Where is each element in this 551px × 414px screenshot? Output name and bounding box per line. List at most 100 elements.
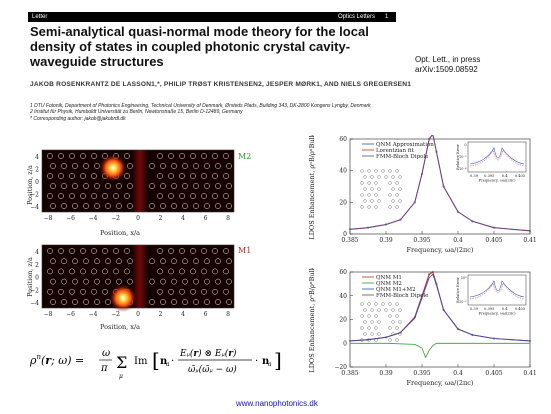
- fmm-point: [413, 316, 416, 319]
- air-hole: [127, 203, 133, 209]
- affiliation: * Corresponding author: jakob@jakobrdl.d…: [30, 115, 126, 122]
- air-hole: [102, 248, 108, 254]
- air-hole: [212, 288, 218, 295]
- x-tick-label: 0: [136, 311, 140, 318]
- x-tick-label: 0.395: [413, 237, 430, 244]
- air-hole: [102, 268, 108, 275]
- schematic-hole: [391, 332, 395, 336]
- air-hole: [226, 299, 232, 305]
- svg-text:]: ]: [274, 348, 282, 372]
- x-axis-label: Position, x/a: [100, 229, 140, 237]
- air-hole: [80, 173, 86, 179]
- air-hole: [204, 278, 210, 285]
- air-hole: [193, 299, 199, 305]
- x-tick-label: 0: [136, 215, 140, 222]
- air-hole: [127, 163, 133, 169]
- schematic-hole: [388, 338, 392, 342]
- schematic-hole: [374, 181, 378, 185]
- y-axis-label: LDOS Enhancement, ρⁿB/ρⁿBulk: [308, 135, 316, 240]
- inset-x-tick: 0.4: [502, 307, 508, 311]
- svg-text:n: n: [160, 356, 168, 367]
- air-hole: [83, 183, 89, 189]
- x-tick-label: −6: [66, 311, 75, 318]
- y-tick-label: 4: [35, 249, 39, 256]
- schematic-hole: [377, 187, 381, 191]
- air-hole: [201, 268, 207, 275]
- air-hole: [226, 258, 232, 265]
- air-hole: [83, 163, 89, 169]
- schematic-hole: [370, 175, 374, 179]
- schematic-hole: [367, 338, 371, 342]
- schematic-hole: [363, 332, 367, 336]
- schematic-hole: [374, 205, 378, 209]
- air-hole: [179, 268, 185, 275]
- series-line: [349, 135, 531, 232]
- air-hole: [201, 173, 207, 179]
- y-axis-label: Position, z/a: [26, 165, 34, 205]
- air-hole: [171, 299, 177, 305]
- footer-url[interactable]: www.nanophotonics.dk: [236, 399, 318, 408]
- schematic-hole: [374, 302, 378, 306]
- inset-y-tick: 10⁻⁴: [459, 167, 467, 171]
- inset-x-tick: 0.395: [484, 174, 495, 178]
- schematic-hole: [370, 332, 374, 336]
- affiliation: 1 DTU Fotonik, Department of Photonics E…: [30, 103, 371, 109]
- inset-x-tick: 0.39: [470, 307, 479, 311]
- air-hole: [91, 153, 97, 159]
- x-tick-label: 0.39: [379, 237, 393, 244]
- air-hole: [226, 278, 232, 285]
- x-tick-label: 2: [159, 215, 163, 222]
- journal-tag: Letter: [32, 14, 48, 20]
- fmm-point: [471, 220, 474, 223]
- author-list: JAKOB ROSENKRANTZ DE LASSON1,*, PHILIP T…: [30, 81, 412, 88]
- air-hole: [212, 193, 218, 199]
- air-hole: [80, 153, 86, 159]
- schematic-hole: [370, 320, 374, 324]
- air-hole: [94, 183, 100, 189]
- fmm-point: [413, 201, 416, 204]
- air-hole: [94, 258, 100, 265]
- air-hole: [204, 299, 210, 305]
- mode-label-m1: M1: [238, 246, 251, 255]
- field-map-m2: [41, 149, 235, 213]
- air-hole: [193, 258, 199, 265]
- inset-line: [469, 147, 525, 165]
- air-hole: [160, 299, 166, 305]
- affiliations: 1 DTU Fotonik, Department of Photonics E…: [30, 103, 410, 122]
- air-hole: [149, 278, 155, 285]
- air-hole: [69, 268, 75, 275]
- air-hole: [50, 203, 56, 209]
- air-hole: [215, 299, 221, 305]
- svg-text:ρn(r; ω) =: ρn(r; ω) =: [30, 353, 84, 367]
- air-hole: [83, 203, 89, 209]
- schematic-hole: [377, 332, 381, 336]
- air-hole: [69, 288, 75, 295]
- fmm-point: [471, 333, 474, 337]
- air-hole: [204, 163, 210, 169]
- air-hole: [190, 193, 196, 199]
- y-tick-label: 40: [339, 293, 347, 300]
- schematic-hole: [374, 314, 378, 318]
- inset-x-tick: 0.405: [515, 174, 526, 178]
- schematic-hole: [360, 181, 364, 185]
- y-tick-label: 0: [343, 340, 347, 347]
- air-hole: [113, 268, 119, 275]
- svg-text:·: ·: [171, 356, 174, 367]
- inset-x-label: Frequency, ωa/(2πc): [479, 312, 517, 316]
- schematic-hole: [395, 169, 399, 173]
- air-hole: [223, 173, 229, 179]
- schematic-hole: [367, 169, 371, 173]
- x-tick-label: 0.395: [413, 370, 430, 377]
- air-hole: [124, 153, 130, 159]
- paper-title: Semi-analytical quasi-normal mode theory…: [30, 24, 369, 69]
- air-hole: [102, 193, 108, 199]
- air-hole: [72, 183, 78, 189]
- fmm-point: [428, 137, 431, 141]
- air-hole: [204, 183, 210, 189]
- fmm-point: [348, 228, 352, 231]
- air-hole: [83, 258, 89, 265]
- air-hole: [193, 183, 199, 189]
- schematic-hole: [391, 308, 395, 312]
- air-hole: [179, 193, 185, 199]
- air-hole: [201, 193, 207, 199]
